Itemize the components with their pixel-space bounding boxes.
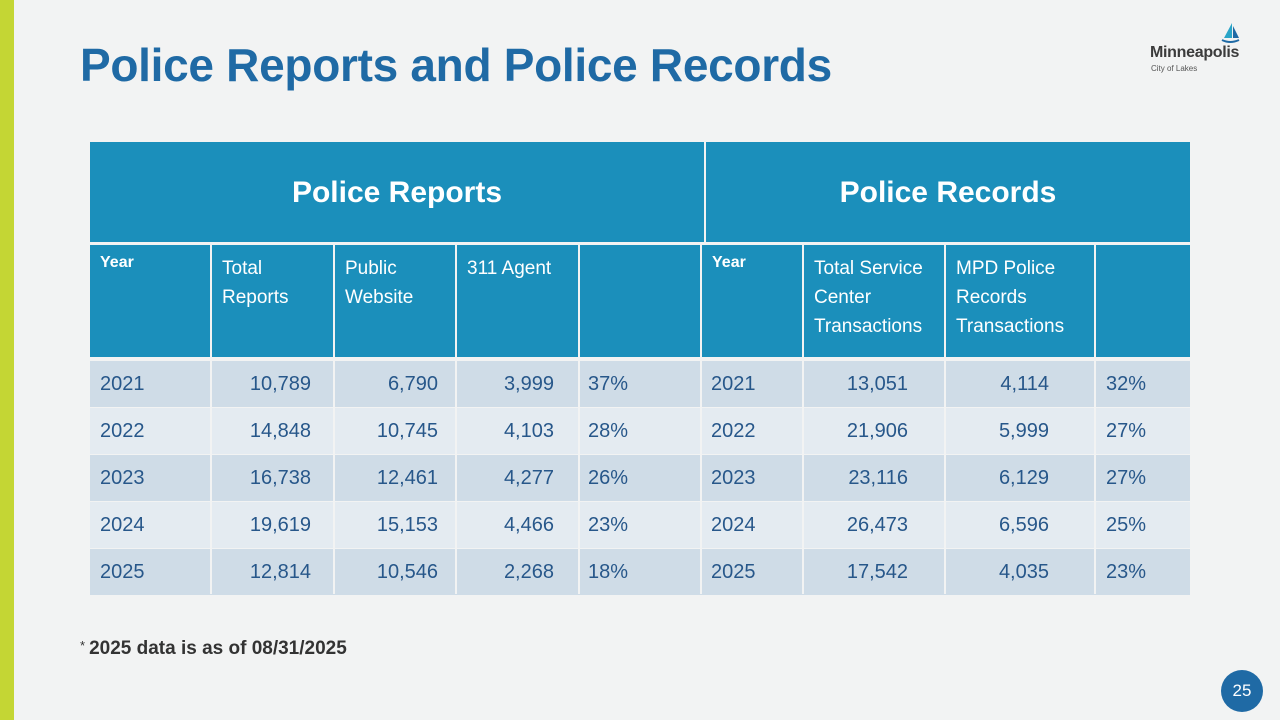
cell-percent-records: 25%	[1106, 514, 1147, 536]
cell-percent-records: 27%	[1106, 467, 1147, 489]
cell-percent: 28%	[588, 420, 629, 442]
col-header-year-records: Year	[712, 254, 746, 271]
cell-year: 2023	[100, 467, 145, 489]
cell-total-service: 17,542	[846, 561, 908, 583]
cell-percent: 18%	[588, 561, 629, 583]
logo-name: Minneapolis	[1150, 44, 1240, 61]
cell-percent-records: 27%	[1106, 420, 1147, 442]
cell-total-reports: 19,619	[249, 514, 311, 536]
header-divider	[90, 242, 1190, 245]
cell-year: 2021	[100, 373, 145, 395]
footnote-text: 2025 data is as of 08/31/2025	[89, 638, 347, 659]
col-divider	[333, 244, 335, 594]
col-divider	[455, 244, 457, 594]
cell-percent-records: 23%	[1106, 561, 1147, 583]
cell-public-website: 10,745	[376, 420, 438, 442]
col-header-total-reports: Total Reports	[222, 258, 289, 308]
table-row: 2021 10,789 6,790 3,999 37% 2021 13,051 …	[90, 361, 1190, 407]
cell-mpd-records: 4,035	[998, 561, 1049, 583]
table-header-band	[90, 142, 1190, 359]
cell-total-service: 13,051	[846, 373, 908, 395]
col-divider	[700, 244, 702, 594]
cell-percent: 26%	[588, 467, 629, 489]
cell-total-reports: 12,814	[249, 561, 311, 583]
cell-mpd-records: 6,596	[998, 514, 1049, 536]
sailboat-icon	[1221, 23, 1240, 43]
accent-bar	[0, 0, 14, 720]
cell-total-service: 23,116	[848, 467, 908, 489]
col-header-year-reports: Year	[100, 254, 134, 271]
col-header-311-agent: 311 Agent	[467, 258, 552, 279]
cell-311-agent: 4,277	[503, 467, 554, 489]
cell-public-website: 15,153	[376, 514, 438, 536]
col-divider	[210, 244, 212, 594]
cell-total-reports: 14,848	[249, 420, 311, 442]
cell-year-records: 2022	[711, 420, 756, 442]
col-header-percent-records	[1096, 244, 1190, 359]
cell-year-records: 2025	[711, 561, 756, 583]
col-header-public-website: Public Website	[345, 258, 414, 308]
cell-percent: 37%	[588, 373, 629, 395]
col-divider	[578, 244, 580, 594]
cell-mpd-records: 4,114	[1000, 373, 1049, 395]
logo-tagline: City of Lakes	[1151, 64, 1198, 73]
footnote: * 2025 data is as of 08/31/2025	[80, 638, 347, 660]
cell-total-reports: 10,789	[249, 373, 311, 395]
group-divider	[704, 142, 706, 244]
cell-total-service: 21,906	[846, 420, 908, 442]
table-row: 2025 12,814 10,546 2,268 18% 2025 17,542…	[90, 549, 1190, 595]
cell-total-reports: 16,738	[249, 467, 311, 489]
col-divider	[1094, 244, 1096, 594]
cell-year-records: 2023	[711, 467, 756, 489]
cell-public-website: 12,461	[376, 467, 438, 489]
cell-percent: 23%	[588, 514, 629, 536]
cell-percent-records: 32%	[1106, 373, 1147, 395]
cell-311-agent: 4,466	[503, 514, 554, 536]
col-header-mpd-records: MPD Police Records Transactions	[956, 258, 1065, 337]
group-header-police-records: Police Records	[839, 176, 1057, 209]
cell-year-records: 2024	[711, 514, 756, 536]
page-title: Police Reports and Police Records	[80, 39, 832, 91]
footnote-marker: *	[80, 638, 86, 653]
table-row: 2024 19,619 15,153 4,466 23% 2024 26,473…	[90, 502, 1190, 548]
cell-year: 2024	[100, 514, 145, 536]
cell-311-agent: 3,999	[503, 373, 554, 395]
page-number-badge: 25	[1221, 670, 1263, 712]
cell-mpd-records: 6,129	[998, 467, 1049, 489]
cell-311-agent: 2,268	[503, 561, 554, 583]
cell-mpd-records: 5,999	[998, 420, 1049, 442]
cell-311-agent: 4,103	[503, 420, 554, 442]
table-row: 2022 14,848 10,745 4,103 28% 2022 21,906…	[90, 408, 1190, 454]
data-table: Police Reports Police Records Year Total…	[90, 142, 1190, 595]
cell-public-website: 10,546	[376, 561, 438, 583]
group-header-police-reports: Police Reports	[291, 176, 503, 209]
cell-year-records: 2021	[711, 373, 756, 395]
col-header-total-service: Total Service Center Transactions	[814, 258, 923, 337]
cell-public-website: 6,790	[387, 373, 438, 395]
table-row: 2023 16,738 12,461 4,277 26% 2023 23,116…	[90, 455, 1190, 501]
col-divider	[802, 244, 804, 594]
col-divider	[944, 244, 946, 594]
minneapolis-logo: Minneapolis City of Lakes	[1150, 22, 1245, 78]
cell-year: 2025	[100, 561, 145, 583]
col-header-percent-reports	[580, 244, 701, 359]
cell-total-service: 26,473	[846, 514, 908, 536]
header-bottom-divider	[90, 357, 1190, 360]
cell-year: 2022	[100, 420, 145, 442]
